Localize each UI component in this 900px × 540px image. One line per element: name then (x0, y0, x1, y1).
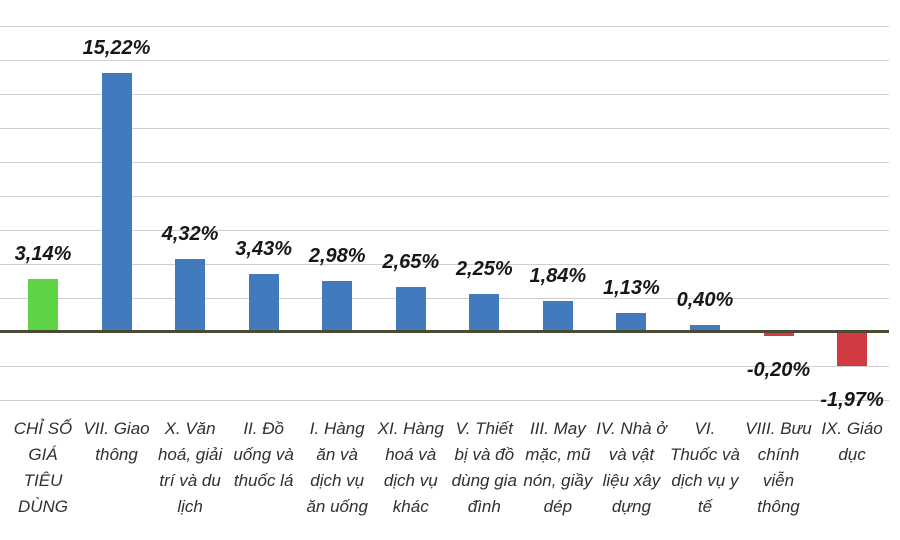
category-label-1: CHỈ SỐ GIÁ TIÊU DÙNG (13, 419, 73, 516)
value-label-1: 3,14% (14, 242, 72, 265)
value-label-6: 2,65% (382, 250, 440, 273)
category-label-11: VIII. Bưu chính viễn thông (745, 419, 812, 516)
value-label-11: -0,20% (746, 359, 811, 382)
value-label-12: -1,97% (820, 389, 884, 412)
bar-12 (837, 333, 868, 367)
bar-8 (542, 300, 573, 332)
value-label-10: 0,40% (676, 289, 734, 312)
category-label-6: XI. Hàng hoá và dịch vụ khác (377, 419, 444, 516)
bar-1 (28, 278, 58, 332)
gridline (0, 264, 889, 265)
value-label-2: 15,22% (82, 37, 151, 60)
x-axis-line (0, 330, 889, 333)
bar-5 (322, 281, 353, 332)
bar-4 (248, 273, 279, 332)
bar-2 (101, 73, 132, 332)
bar-9 (616, 312, 647, 332)
gridline (0, 400, 889, 401)
value-label-9: 1,13% (603, 276, 660, 299)
gridline (0, 298, 889, 299)
value-label-4: 3,43% (235, 237, 292, 260)
bar-10 (689, 325, 720, 332)
gridline (0, 162, 889, 163)
gridline (0, 230, 889, 231)
category-label-7: V. Thiết bị và đồ dùng gia đình (451, 419, 517, 516)
value-label-5: 2,98% (308, 245, 366, 268)
category-label-2: VII. Giao thông (83, 419, 150, 464)
bar-6 (395, 286, 426, 332)
value-label-7: 2,25% (455, 257, 513, 280)
bar-7 (469, 293, 500, 332)
category-label-5: I. Hàng ăn và dịch vụ ăn uống (306, 419, 368, 516)
value-label-8: 1,84% (529, 264, 587, 287)
category-label-9: IV. Nhà ở và vật liệu xây dựng (596, 419, 667, 516)
category-label-8: III. May mặc, mũ nón, giầy dép (523, 419, 593, 516)
category-label-4: II. Đồ uống và thuốc lá (233, 419, 294, 490)
bar-11 (763, 333, 794, 337)
gridline (0, 128, 889, 129)
gridline (0, 94, 889, 95)
category-label-10: VI. Thuốc và dịch vụ y tế (669, 419, 740, 516)
gridline (0, 26, 889, 27)
bar-3 (175, 258, 206, 332)
gridline (0, 196, 889, 197)
gridline (0, 366, 889, 367)
category-label-3: X. Văn hoá, giải trí và du lịch (157, 419, 223, 516)
category-label-12: IX. Giáo dục (821, 419, 883, 464)
value-label-3: 4,32% (161, 222, 219, 245)
gridline (0, 60, 889, 61)
